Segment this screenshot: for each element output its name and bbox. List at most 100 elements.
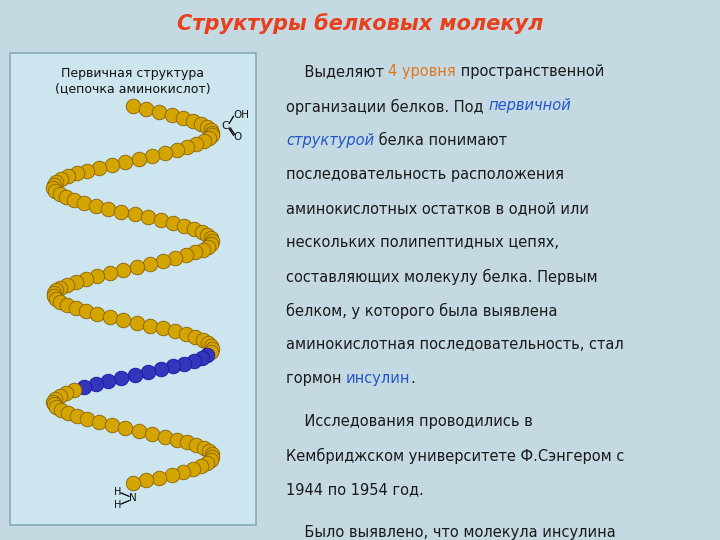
Point <box>80 274 91 283</box>
Point <box>55 175 67 184</box>
Point <box>207 345 218 353</box>
Text: аминокислотных остатков в одной или: аминокислотных остатков в одной или <box>286 201 589 216</box>
Point <box>55 298 66 307</box>
Point <box>68 386 80 394</box>
Point <box>189 333 201 341</box>
Point <box>181 438 193 447</box>
Point <box>133 154 145 163</box>
Point <box>201 458 212 467</box>
Text: .: . <box>410 372 415 387</box>
Text: организации белков. Под: организации белков. Под <box>286 98 488 114</box>
Point <box>129 371 140 380</box>
FancyBboxPatch shape <box>10 53 256 525</box>
Text: инсулин: инсулин <box>346 372 410 387</box>
Point <box>80 307 91 315</box>
Text: структурой: структурой <box>286 132 374 147</box>
Point <box>188 225 199 233</box>
Point <box>197 245 208 254</box>
Point <box>48 289 60 298</box>
Point <box>195 119 207 128</box>
Point <box>203 447 215 456</box>
Text: аминокислотная последовательность, стал: аминокислотная последовательность, стал <box>286 338 624 352</box>
Point <box>106 160 117 169</box>
Text: Кембриджском университете Ф.Сэнгером с: Кембриджском университете Ф.Сэнгером с <box>286 448 624 464</box>
Point <box>55 283 66 292</box>
Point <box>205 456 217 464</box>
Point <box>171 146 182 154</box>
Point <box>177 113 189 122</box>
Point <box>156 216 167 225</box>
Point <box>140 476 152 485</box>
Text: первичной: первичной <box>488 98 571 113</box>
Point <box>198 137 210 146</box>
Point <box>206 131 217 140</box>
Point <box>205 233 217 242</box>
Point <box>50 178 62 187</box>
Point <box>102 204 114 213</box>
Point <box>104 313 116 321</box>
Point <box>78 198 90 207</box>
Point <box>60 193 72 201</box>
Point <box>94 417 105 426</box>
Point <box>50 187 61 195</box>
Text: H: H <box>114 500 122 510</box>
Text: Исследования проводились в: Исследования проводились в <box>286 414 533 429</box>
Point <box>70 278 81 286</box>
Point <box>50 394 61 403</box>
Text: составляющих молекулу белка. Первым: составляющих молекулу белка. Первым <box>286 269 598 285</box>
Point <box>207 453 218 461</box>
Point <box>159 433 171 441</box>
Point <box>169 254 181 262</box>
Point <box>102 377 114 386</box>
Point <box>131 318 143 327</box>
Point <box>181 143 193 152</box>
Text: 1944 по 1954 год.: 1944 по 1954 год. <box>286 482 423 497</box>
Point <box>157 324 168 333</box>
Point <box>156 365 167 374</box>
Point <box>179 222 190 231</box>
Point <box>188 356 199 365</box>
Point <box>120 423 131 432</box>
Point <box>71 169 83 178</box>
Point <box>197 336 208 345</box>
Point <box>145 260 156 268</box>
Point <box>104 268 116 277</box>
Text: Структуры белковых молекул: Структуры белковых молекул <box>177 12 543 33</box>
Point <box>140 105 152 113</box>
Text: 4 уровня: 4 уровня <box>388 64 456 79</box>
Point <box>191 140 202 149</box>
Point <box>180 330 192 339</box>
Text: пространственной: пространственной <box>456 64 605 79</box>
Point <box>166 470 178 479</box>
Text: Выделяют: Выделяют <box>286 64 388 79</box>
Point <box>205 125 217 134</box>
Point <box>54 392 66 400</box>
Point <box>48 184 59 192</box>
Point <box>63 172 74 181</box>
Point <box>81 415 93 423</box>
Point <box>129 210 140 219</box>
Point <box>187 464 199 473</box>
Point <box>159 148 171 157</box>
Point <box>133 427 145 435</box>
Text: O: O <box>233 132 242 142</box>
Point <box>189 248 201 256</box>
Text: H: H <box>114 487 122 497</box>
Point <box>90 380 102 388</box>
Point <box>203 134 215 143</box>
Point <box>153 108 165 117</box>
Point <box>153 473 165 482</box>
Text: гормон: гормон <box>286 372 346 387</box>
Point <box>68 195 80 204</box>
Point <box>55 406 67 415</box>
Point <box>198 444 210 453</box>
Point <box>91 309 103 318</box>
Point <box>207 237 218 245</box>
Text: последовательность расположения: последовательность расположения <box>286 167 564 181</box>
Point <box>195 462 207 470</box>
Point <box>81 166 93 175</box>
Point <box>60 388 72 397</box>
Point <box>91 272 103 280</box>
Point <box>202 350 213 359</box>
Point <box>191 441 202 450</box>
